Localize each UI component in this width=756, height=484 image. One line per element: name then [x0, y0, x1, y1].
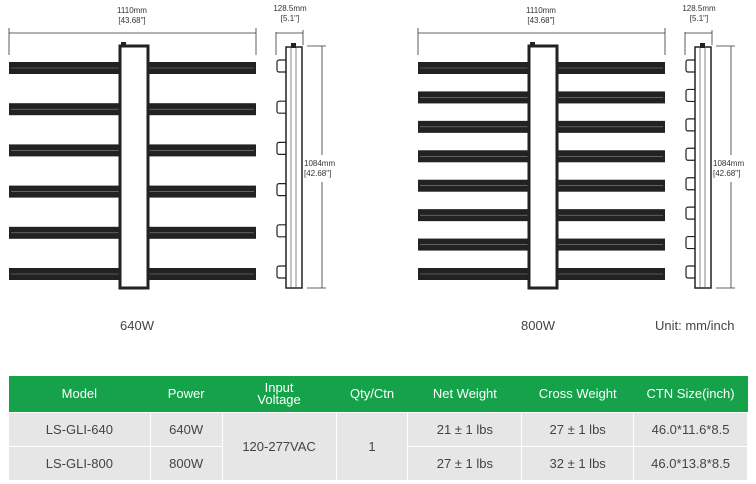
caption-640w: 640W [120, 318, 154, 333]
cell-ctn-size: 46.0*11.6*8.5 [633, 412, 748, 447]
header-cross-weight: Cross Weight [521, 376, 634, 413]
height-in-label: [42.68"] [713, 169, 740, 178]
center-housing [527, 44, 559, 290]
hanging-hook [121, 42, 126, 47]
header-power: Power [150, 376, 223, 413]
hanging-hook [291, 43, 296, 48]
width-in-label: [43.68"] [527, 16, 554, 25]
side-view-profile [694, 46, 712, 289]
cell-cross-weight: 32 ± 1 lbs [521, 446, 635, 481]
depth-mm-label: 128.5mm [682, 4, 716, 13]
table-row: LS-GLI-640 640W 120-277VAC 1 21 ± 1 lbs … [8, 412, 748, 481]
header-ctn-size: CTN Size(inch) [633, 376, 748, 413]
cell-net-weight: 21 ± 1 lbs [407, 412, 523, 447]
side-view-profile [285, 46, 303, 289]
cell-power: 800W [149, 446, 223, 481]
height-in-label: [42.68"] [304, 169, 331, 178]
header-net-weight: Net Weight [407, 376, 522, 413]
width-mm-label: 1110mm [526, 6, 556, 15]
cell-cross-weight: 27 ± 1 lbs [521, 412, 635, 447]
header-model: Model [8, 376, 151, 413]
cell-net-weight: 27 ± 1 lbs [407, 446, 523, 481]
hanging-hook [700, 43, 705, 48]
cell-ctn-size: 46.0*13.8*8.5 [633, 446, 748, 481]
header-qty: Qty/Ctn [336, 376, 408, 413]
depth-in-label: [5.1"] [690, 14, 708, 23]
depth-mm-label: 128.5mm [273, 4, 307, 13]
cell-voltage: 120-277VAC [221, 412, 337, 481]
depth-in-label: [5.1"] [281, 14, 299, 23]
cell-model: LS-GLI-640 [8, 412, 151, 447]
table-header-row: Model Power Input Voltage Qty/Ctn Net We… [8, 376, 748, 413]
table-row: LS-GLI-800 800W 27 ± 1 lbs 32 ± 1 lbs 46… [8, 446, 748, 481]
center-housing [118, 44, 150, 290]
caption-800w: 800W [521, 318, 555, 333]
cell-model: LS-GLI-800 [8, 446, 151, 481]
height-mm-label: 1084mm [713, 159, 744, 168]
fixture-drawings: 1110mm[43.68"]128.5mm[5.1"]1084mm[42.68"… [8, 4, 744, 290]
height-mm-label: 1084mm [304, 159, 335, 168]
spec-table: Model Power Input Voltage Qty/Ctn Net We… [8, 376, 748, 481]
cell-qty: 1 [335, 412, 409, 481]
width-mm-label: 1110mm [117, 6, 147, 15]
hanging-hook [530, 42, 535, 47]
width-in-label: [43.68"] [118, 16, 145, 25]
header-voltage: Input Voltage [222, 376, 337, 413]
cell-power: 640W [149, 412, 223, 447]
unit-label: Unit: mm/inch [655, 318, 735, 333]
